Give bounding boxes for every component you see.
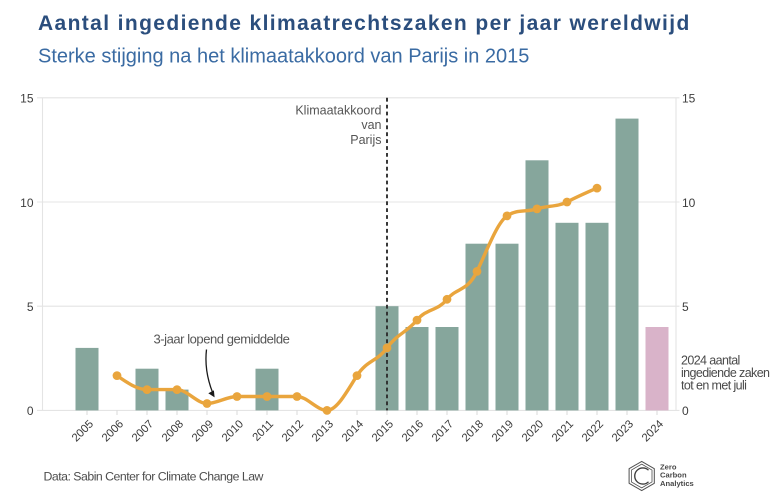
svg-text:0: 0 [682,404,689,418]
svg-text:Zero: Zero [660,462,677,471]
svg-text:2024 aantal: 2024 aantal [681,353,740,367]
svg-text:5: 5 [27,300,34,314]
svg-text:15: 15 [682,92,696,106]
svg-text:15: 15 [20,92,34,106]
svg-text:10: 10 [682,196,696,210]
svg-text:van: van [361,118,381,132]
svg-text:Analytics: Analytics [660,479,694,488]
svg-text:3-jaar lopend gemiddelde: 3-jaar lopend gemiddelde [154,332,290,347]
svg-text:10: 10 [20,196,34,210]
svg-text:Klimaatakkoord: Klimaatakkoord [295,104,381,118]
svg-text:Sterke stijging na het klimaat: Sterke stijging na het klimaatakkoord va… [38,46,529,68]
svg-text:5: 5 [682,300,689,314]
svg-text:0: 0 [27,404,34,418]
svg-text:Aantal ingediende klimaatrecht: Aantal ingediende klimaatrechtszaken per… [38,12,691,35]
svg-text:tot en met juli: tot en met juli [681,379,746,393]
svg-text:ingediende zaken: ingediende zaken [681,366,770,380]
svg-text:Parijs: Parijs [350,133,381,147]
svg-text:Data: Sabin Center for Climate: Data: Sabin Center for Climate Change La… [44,470,264,484]
svg-text:Carbon: Carbon [660,471,687,480]
